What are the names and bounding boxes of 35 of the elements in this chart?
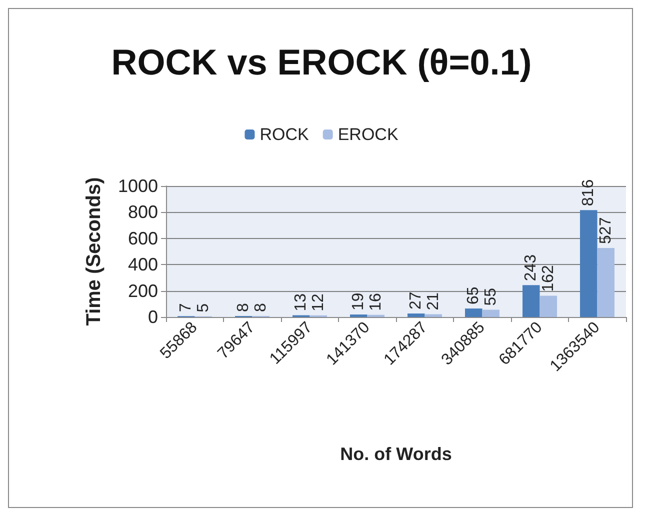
- data-label: 21: [424, 292, 442, 310]
- bar: [408, 313, 425, 317]
- data-label: 12: [310, 294, 327, 312]
- bar: [482, 310, 500, 317]
- data-label: 527: [597, 217, 614, 244]
- y-tick-label: 1000: [118, 176, 158, 196]
- data-label: 8: [235, 302, 252, 312]
- data-label: 816: [580, 179, 598, 206]
- legend-label: ROCK: [260, 125, 310, 144]
- data-label: 16: [367, 293, 384, 311]
- bar: [597, 248, 614, 317]
- y-axis-title: Time (Seconds): [83, 177, 105, 326]
- data-label: 27: [408, 292, 425, 310]
- x-axis-title: No. of Words: [340, 444, 452, 464]
- data-label: 243: [522, 254, 540, 282]
- y-tick-label: 600: [128, 228, 158, 248]
- bar: [522, 285, 540, 317]
- y-tick-label: 200: [128, 280, 158, 301]
- chart-title: ROCK vs EROCK (θ=0.1): [111, 42, 532, 82]
- legend-label: EROCK: [338, 125, 399, 144]
- data-label: 5: [194, 303, 212, 312]
- data-label: 55: [482, 288, 500, 306]
- data-label: 7: [178, 303, 195, 312]
- bar: [465, 308, 482, 317]
- data-label: 19: [350, 292, 368, 311]
- data-label: 8: [252, 302, 270, 312]
- bar: [540, 296, 557, 317]
- bar: [580, 210, 598, 317]
- data-label: 162: [540, 264, 557, 292]
- y-tick-label: 400: [128, 254, 158, 275]
- bar: [424, 314, 442, 317]
- y-tick-label: 0: [148, 307, 158, 327]
- data-label: 13: [292, 293, 310, 312]
- data-label: 65: [465, 286, 482, 304]
- y-tick-label: 800: [128, 202, 158, 222]
